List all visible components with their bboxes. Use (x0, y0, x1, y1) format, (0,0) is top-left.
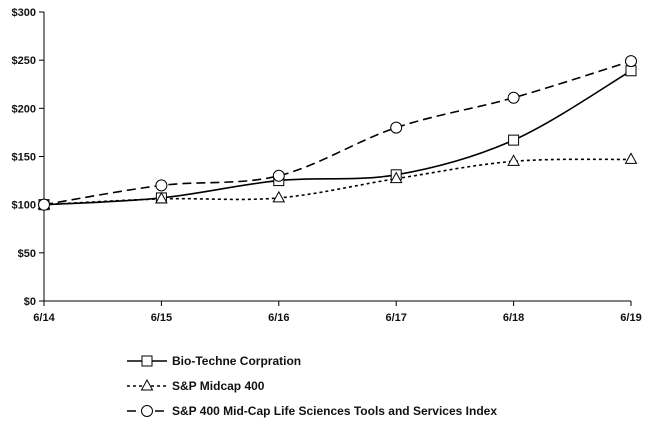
y-tick-label: $50 (18, 248, 36, 260)
legend-item: S&P Midcap 400 (127, 378, 265, 393)
series-2-point (272, 190, 286, 203)
legend-label: Bio-Techne Corpration (172, 354, 301, 368)
series-markers (37, 55, 638, 211)
series-3-point (38, 198, 50, 211)
series-line-3 (43, 60, 632, 206)
series-2-point (155, 191, 168, 204)
series-lines (43, 60, 632, 206)
legend-marker-circle (141, 405, 153, 417)
y-tick-label: $0 (24, 296, 36, 308)
series-1-point (625, 65, 637, 77)
x-tick-label: 6/19 (620, 312, 641, 324)
x-tick-label: 6/14 (33, 312, 55, 324)
x-tick-label: 6/16 (268, 312, 289, 324)
y-tick-label: $150 (12, 152, 36, 164)
legend-label: S&P 400 Mid-Cap Life Sciences Tools and … (172, 404, 497, 418)
series-2-point (624, 152, 638, 164)
y-tick-label: $250 (12, 55, 36, 67)
x-tick-label: 6/15 (151, 312, 172, 324)
series-3-point (625, 55, 637, 68)
legend-marker-triangle (140, 378, 154, 391)
series-2-point (507, 154, 520, 166)
y-tick-label: $100 (12, 200, 36, 212)
y-tick-label: $300 (12, 7, 36, 19)
series-3-point (507, 91, 520, 104)
chart-legend: Bio-Techne Corpration S&P Midcap 400 S&P 4… (127, 354, 497, 418)
legend-marker-square (141, 355, 153, 367)
series-3-point (272, 169, 285, 182)
x-tick-label: 6/17 (385, 312, 406, 324)
series-2-point (389, 171, 403, 184)
x-tick-label: 6/18 (503, 312, 524, 324)
legend-label: S&P Midcap 400 (172, 379, 265, 393)
legend-item: Bio-Techne Corpration (127, 354, 301, 368)
series-1-point (508, 134, 520, 146)
series-line-1 (43, 70, 632, 206)
chart-axes: $0 $50 $100 $150 $200 $250 $300 6/14 6/15 6/16 6/1… (12, 7, 642, 324)
series-line-2 (43, 158, 632, 206)
y-tick-label: $200 (12, 103, 36, 115)
series-3-point (155, 179, 168, 192)
series-3-point (390, 121, 403, 134)
legend-item: S&P 400 Mid-Cap Life Sciences Tools and … (127, 404, 497, 418)
